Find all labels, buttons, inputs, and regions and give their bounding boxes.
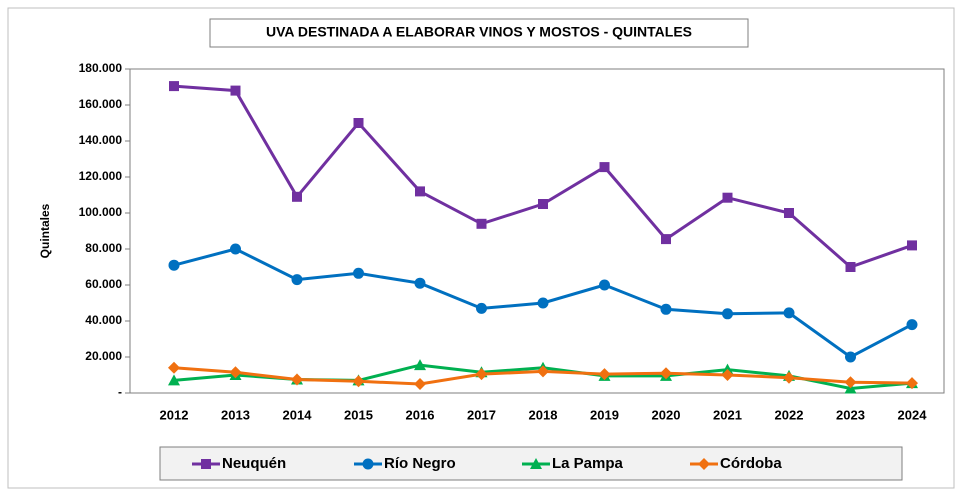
plot-area xyxy=(129,68,945,394)
data-point xyxy=(230,85,241,96)
data-point xyxy=(291,274,303,286)
x-tick-label: 2023 xyxy=(836,407,865,422)
data-point xyxy=(414,359,426,371)
data-point xyxy=(352,375,365,388)
legend-marker xyxy=(362,458,374,470)
y-tick-label: 100.000 xyxy=(79,205,123,219)
data-point xyxy=(230,243,241,255)
data-point xyxy=(599,279,610,291)
chart-frame xyxy=(7,7,955,489)
y-tick-label: 140.000 xyxy=(79,133,123,147)
y-tick-label: 20.000 xyxy=(85,349,122,363)
data-point xyxy=(907,240,917,251)
y-tick-label: 120.000 xyxy=(79,169,123,183)
chart-title: UVA DESTINADA A ELABORAR VINOS Y MOSTOS … xyxy=(266,24,692,40)
data-point xyxy=(660,367,672,380)
data-point xyxy=(599,162,610,173)
data-point xyxy=(721,369,734,381)
x-tick-label: 2022 xyxy=(775,407,804,422)
data-point xyxy=(537,297,549,309)
legend-label: Córdoba xyxy=(720,455,782,472)
y-tick-label: 60.000 xyxy=(85,277,122,291)
title-box xyxy=(209,18,749,48)
x-tick-label: 2017 xyxy=(467,407,496,422)
data-point xyxy=(353,118,364,128)
data-point xyxy=(906,319,918,331)
data-point xyxy=(722,192,733,203)
x-tick-label: 2014 xyxy=(283,407,313,422)
y-axis-label: Quintales xyxy=(38,203,52,258)
legend-marker xyxy=(201,459,211,469)
x-tick-label: 2024 xyxy=(898,407,928,422)
data-point xyxy=(291,373,303,386)
y-tick-label: 40.000 xyxy=(85,313,122,327)
data-point xyxy=(906,377,918,390)
data-point xyxy=(598,368,611,381)
data-point xyxy=(168,361,180,374)
data-point xyxy=(845,351,856,363)
data-point xyxy=(783,307,795,319)
data-point xyxy=(844,376,857,389)
y-tick-label: 160.000 xyxy=(79,97,123,111)
data-point xyxy=(168,259,180,271)
legend-label: Neuquén xyxy=(222,455,286,472)
data-point xyxy=(292,191,302,202)
data-point xyxy=(537,365,549,378)
x-tick-label: 2020 xyxy=(652,407,681,422)
data-point xyxy=(353,267,364,279)
legend-label: La Pampa xyxy=(552,455,624,472)
legend-marker xyxy=(698,458,710,470)
data-point xyxy=(660,303,672,315)
x-tick-label: 2013 xyxy=(221,407,250,422)
data-point xyxy=(538,199,548,209)
data-point xyxy=(414,277,426,289)
legend-label: Río Negro xyxy=(384,455,456,472)
data-point xyxy=(415,186,425,197)
data-point xyxy=(476,302,487,314)
x-tick-label: 2021 xyxy=(713,407,742,422)
data-point xyxy=(414,378,426,390)
data-point xyxy=(229,366,242,379)
data-point xyxy=(169,81,179,92)
data-point xyxy=(168,374,180,386)
y-tick-label: 80.000 xyxy=(85,241,122,255)
data-point xyxy=(661,234,671,245)
legend-marker xyxy=(530,458,542,469)
data-point xyxy=(783,371,795,384)
x-tick-label: 2012 xyxy=(160,407,189,422)
x-tick-label: 2019 xyxy=(590,407,619,422)
data-point xyxy=(845,262,856,272)
data-point xyxy=(784,208,794,218)
data-point xyxy=(475,368,488,381)
y-tick-label: - xyxy=(118,385,122,399)
x-tick-label: 2018 xyxy=(529,407,558,422)
x-tick-label: 2015 xyxy=(344,407,373,422)
y-tick-label: 180.000 xyxy=(79,61,123,75)
data-point xyxy=(722,308,733,320)
data-point xyxy=(476,218,487,229)
x-tick-label: 2016 xyxy=(406,407,435,422)
